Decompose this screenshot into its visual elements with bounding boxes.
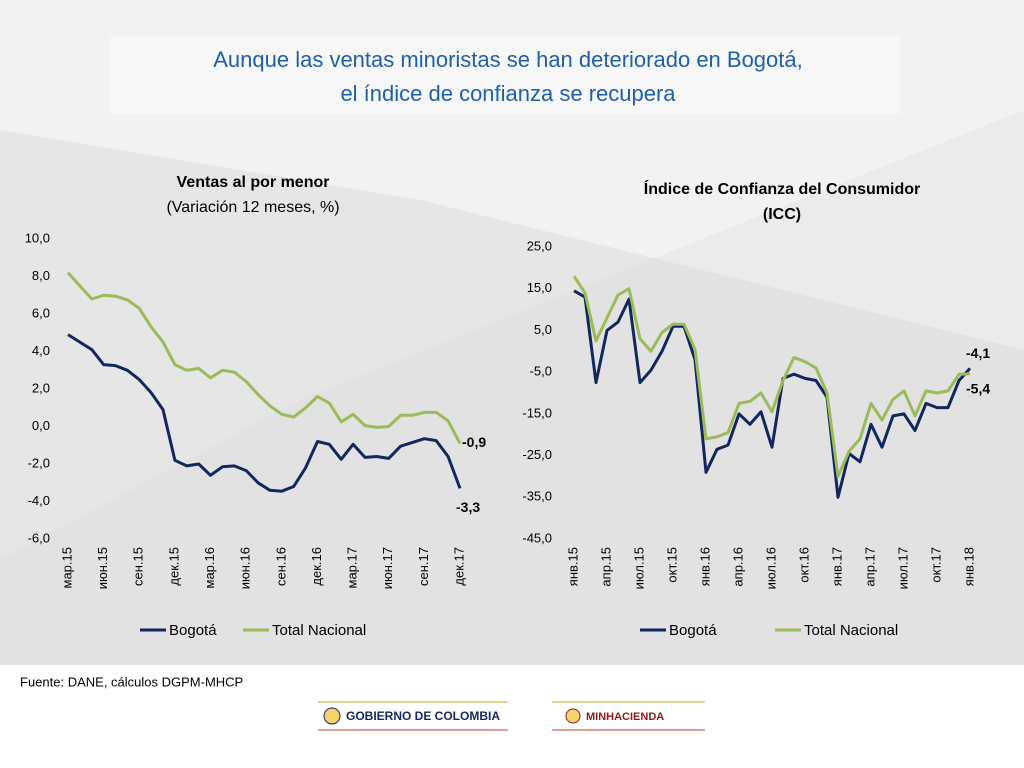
y-tick-label: 6,0	[32, 305, 50, 320]
x-tick-label: сен.16	[273, 547, 288, 586]
logo-emblem	[323, 707, 341, 725]
legend-label: Bogotá	[669, 622, 717, 639]
y-tick-label: -4,0	[28, 493, 50, 508]
logo-text: GOBIERNO DE COLOMBIA	[346, 709, 500, 723]
logo-text: MINHACIENDA	[586, 711, 664, 723]
y-tick-label: -35,0	[522, 489, 552, 504]
y-tick-label: 15,0	[527, 280, 552, 295]
series-line	[67, 333, 462, 493]
x-tick-label: мар.16	[202, 547, 217, 588]
x-tick-label: июн.15	[95, 547, 110, 589]
x-tick-label: янв.16	[697, 547, 712, 586]
y-tick-label: 4,0	[32, 343, 50, 358]
x-tick-label: июн.16	[238, 547, 253, 589]
x-tick-label: янв.17	[829, 547, 844, 586]
y-tick-label: -5,0	[530, 364, 552, 379]
x-tick-label: дек.15	[166, 547, 181, 586]
y-tick-label: -15,0	[522, 405, 552, 420]
legend-label: Total Nacional	[272, 622, 366, 639]
x-tick-label: окт.17	[928, 547, 943, 583]
x-tick-label: апр.15	[598, 547, 613, 587]
x-tick-label: дек.16	[309, 547, 324, 586]
x-tick-label: мар.15	[59, 547, 74, 588]
legend-label: Bogotá	[169, 622, 217, 639]
data-label: -5,4	[966, 381, 990, 397]
data-label: -0,9	[462, 434, 486, 450]
slide-title: el índice de confianza se recupera	[340, 81, 676, 106]
series-line	[572, 275, 971, 478]
y-tick-label: 5,0	[534, 322, 552, 337]
chart-title: Índice de Confianza del Consumidor	[644, 179, 920, 198]
backdrop-shape	[0, 130, 1024, 665]
title-box	[110, 36, 900, 114]
x-tick-label: окт.15	[664, 547, 679, 583]
x-tick-label: июн.17	[380, 547, 395, 589]
y-tick-label: 8,0	[32, 268, 50, 283]
y-tick-label: -25,0	[522, 447, 552, 462]
chart-title: Ventas al por menor	[177, 174, 330, 191]
x-tick-label: июл.15	[631, 547, 646, 589]
data-label: -3,3	[456, 499, 480, 515]
y-tick-label: 0,0	[32, 418, 50, 433]
x-tick-label: апр.16	[730, 547, 745, 587]
footer	[0, 665, 1024, 768]
x-tick-label: дек.17	[451, 547, 466, 586]
x-tick-label: сен.17	[416, 547, 431, 586]
y-tick-label: 10,0	[25, 230, 50, 245]
logo-emblem	[565, 708, 581, 724]
chart-title: (ICC)	[763, 206, 801, 223]
x-tick-label: июл.17	[895, 547, 910, 589]
series-line	[66, 271, 462, 445]
x-tick-label: апр.17	[862, 547, 877, 587]
slide-title: Aunque las ventas minoristas se han dete…	[213, 47, 803, 72]
x-tick-label: июл.16	[763, 547, 778, 589]
source: Fuente: DANE, cálculos DGPM-MHCP	[20, 674, 243, 689]
x-tick-label: сен.15	[131, 547, 146, 586]
chart-subtitle: (Variación 12 meses, %)	[166, 199, 339, 216]
y-tick-label: 25,0	[527, 238, 552, 253]
legend-label: Total Nacional	[804, 622, 898, 639]
y-tick-label: -2,0	[28, 455, 50, 470]
x-tick-label: янв.15	[565, 547, 580, 586]
x-tick-label: мар.17	[345, 547, 360, 588]
series-line	[573, 289, 972, 499]
x-tick-label: янв.18	[961, 547, 976, 586]
y-tick-label: -45,0	[522, 530, 552, 545]
y-tick-label: -6,0	[28, 530, 50, 545]
y-tick-label: 2,0	[32, 380, 50, 395]
data-label: -4,1	[966, 345, 990, 361]
x-tick-label: окт.16	[796, 547, 811, 583]
